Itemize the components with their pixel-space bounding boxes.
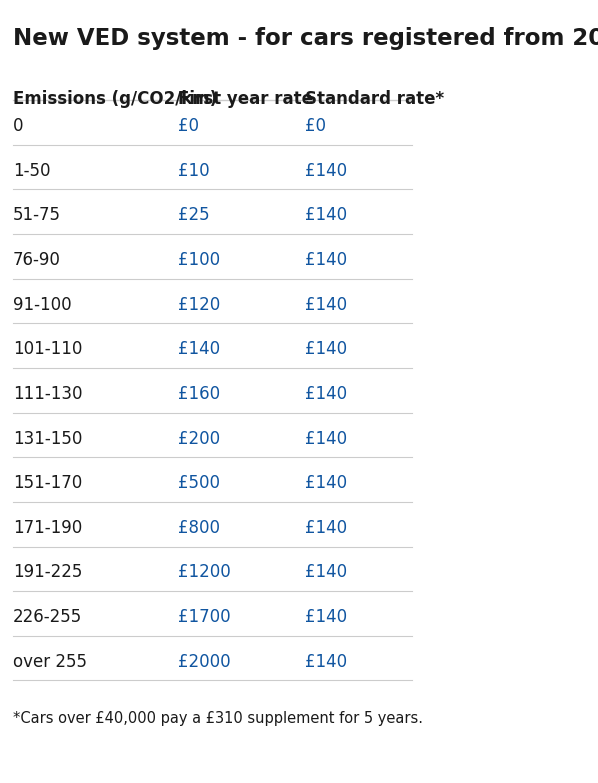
Text: £140: £140 [178,341,220,359]
Text: £140: £140 [306,474,347,493]
Text: 171-190: 171-190 [13,519,82,537]
Text: £1200: £1200 [178,564,231,582]
Text: £140: £140 [306,608,347,626]
Text: £0: £0 [178,117,199,135]
Text: *Cars over £40,000 pay a £310 supplement for 5 years.: *Cars over £40,000 pay a £310 supplement… [13,711,423,726]
Text: £500: £500 [178,474,220,493]
Text: 101-110: 101-110 [13,341,82,359]
Text: £140: £140 [306,296,347,314]
Text: Standard rate*: Standard rate* [306,90,445,108]
Text: New VED system - for cars registered from 2017: New VED system - for cars registered fro… [13,27,598,50]
Text: 151-170: 151-170 [13,474,82,493]
Text: 0: 0 [13,117,23,135]
Text: £0: £0 [306,117,327,135]
Text: 111-130: 111-130 [13,385,83,403]
Text: 131-150: 131-150 [13,430,82,448]
Text: 51-75: 51-75 [13,207,61,225]
Text: £140: £140 [306,430,347,448]
Text: £800: £800 [178,519,220,537]
Text: Emissions (g/CO2/km): Emissions (g/CO2/km) [13,90,217,108]
Text: £140: £140 [306,341,347,359]
Text: £140: £140 [306,519,347,537]
Text: over 255: over 255 [13,653,87,671]
Text: £140: £140 [306,564,347,582]
Text: £10: £10 [178,162,210,180]
Text: £140: £140 [306,251,347,269]
Text: £140: £140 [306,162,347,180]
Text: £25: £25 [178,207,210,225]
Text: 76-90: 76-90 [13,251,60,269]
Text: First year rate: First year rate [178,90,313,108]
Text: £120: £120 [178,296,221,314]
Text: 91-100: 91-100 [13,296,71,314]
Text: £1700: £1700 [178,608,231,626]
Text: £140: £140 [306,207,347,225]
Text: £200: £200 [178,430,220,448]
Text: 191-225: 191-225 [13,564,82,582]
Text: £140: £140 [306,385,347,403]
Text: £100: £100 [178,251,220,269]
Text: £160: £160 [178,385,220,403]
Text: £140: £140 [306,653,347,671]
Text: 1-50: 1-50 [13,162,50,180]
Text: 226-255: 226-255 [13,608,82,626]
Text: £2000: £2000 [178,653,231,671]
